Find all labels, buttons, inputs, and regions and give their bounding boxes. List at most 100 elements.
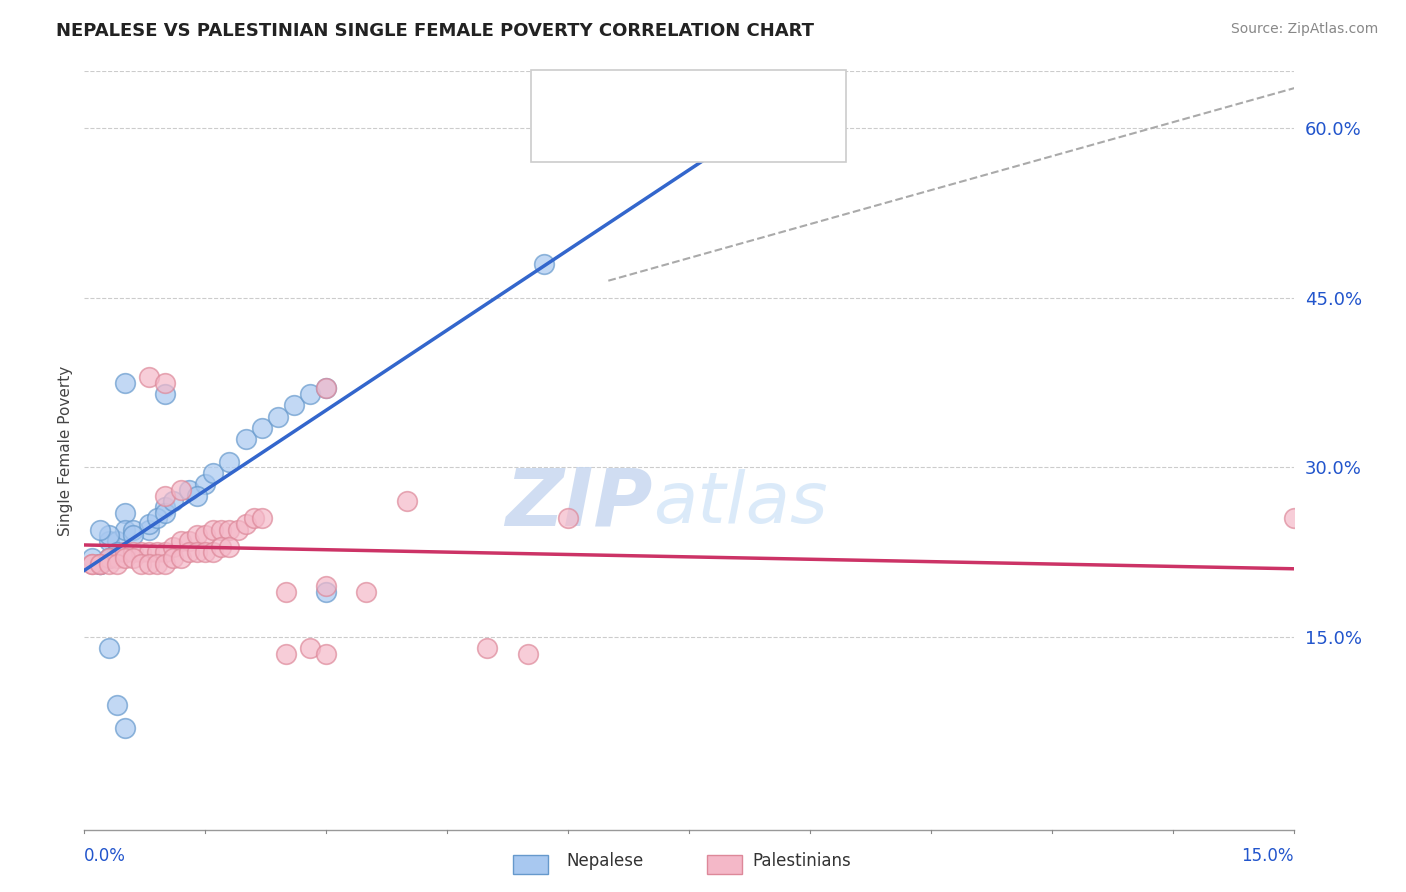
Text: 55: 55 bbox=[748, 126, 773, 144]
Point bbox=[186, 489, 208, 503]
Point bbox=[121, 545, 143, 559]
Text: Source: ZipAtlas.com: Source: ZipAtlas.com bbox=[1230, 22, 1378, 37]
Point bbox=[89, 557, 111, 571]
Point bbox=[274, 585, 297, 599]
Point bbox=[186, 545, 208, 559]
Point bbox=[153, 506, 176, 520]
Point bbox=[557, 511, 579, 525]
Point bbox=[202, 466, 225, 480]
Point bbox=[114, 545, 136, 559]
Point bbox=[129, 545, 152, 559]
Point bbox=[194, 477, 217, 491]
Point bbox=[146, 557, 169, 571]
Point bbox=[121, 528, 143, 542]
Text: R =: R = bbox=[592, 126, 630, 144]
Text: NEPALESE VS PALESTINIAN SINGLE FEMALE POVERTY CORRELATION CHART: NEPALESE VS PALESTINIAN SINGLE FEMALE PO… bbox=[56, 22, 814, 40]
Point bbox=[315, 579, 337, 593]
Point bbox=[533, 257, 555, 271]
Point bbox=[129, 557, 152, 571]
Point bbox=[299, 387, 322, 401]
Point bbox=[315, 381, 337, 395]
Text: 39: 39 bbox=[748, 87, 773, 105]
Point bbox=[250, 421, 273, 435]
Point bbox=[218, 455, 240, 469]
Point bbox=[146, 545, 169, 559]
Point bbox=[315, 585, 337, 599]
Point bbox=[82, 551, 104, 566]
Text: N =: N = bbox=[713, 87, 752, 105]
Point bbox=[179, 533, 201, 548]
Point bbox=[138, 370, 160, 384]
Point bbox=[82, 557, 104, 571]
Point bbox=[114, 376, 136, 390]
Point bbox=[105, 557, 128, 571]
Point bbox=[138, 545, 160, 559]
FancyBboxPatch shape bbox=[456, 94, 671, 176]
Point bbox=[170, 551, 193, 566]
Point bbox=[138, 516, 160, 531]
Point bbox=[89, 557, 111, 571]
Point bbox=[97, 551, 120, 566]
Point bbox=[153, 557, 176, 571]
Point bbox=[162, 494, 184, 508]
Point bbox=[315, 381, 337, 395]
Point bbox=[153, 376, 176, 390]
FancyBboxPatch shape bbox=[456, 55, 671, 137]
Text: 0.575: 0.575 bbox=[630, 87, 682, 105]
Point bbox=[179, 545, 201, 559]
Point bbox=[82, 557, 104, 571]
Point bbox=[97, 641, 120, 656]
Point bbox=[194, 528, 217, 542]
Point bbox=[97, 557, 120, 571]
Point bbox=[179, 483, 201, 497]
Point bbox=[97, 551, 120, 566]
Point bbox=[153, 489, 176, 503]
Y-axis label: Single Female Poverty: Single Female Poverty bbox=[58, 366, 73, 535]
Point bbox=[105, 533, 128, 548]
Point bbox=[114, 551, 136, 566]
Point bbox=[105, 545, 128, 559]
Point bbox=[209, 523, 232, 537]
Text: N =: N = bbox=[713, 126, 752, 144]
Point bbox=[97, 551, 120, 566]
Text: 0.034: 0.034 bbox=[630, 126, 681, 144]
Point bbox=[194, 545, 217, 559]
Point bbox=[209, 540, 232, 554]
Point bbox=[299, 641, 322, 656]
Point bbox=[202, 545, 225, 559]
Text: R =: R = bbox=[592, 87, 630, 105]
Point bbox=[395, 494, 418, 508]
Point bbox=[477, 641, 499, 656]
Point bbox=[250, 511, 273, 525]
Point bbox=[226, 523, 249, 537]
Point bbox=[162, 551, 184, 566]
Point bbox=[274, 647, 297, 661]
Text: 15.0%: 15.0% bbox=[1241, 847, 1294, 864]
Point bbox=[235, 432, 257, 446]
Text: Palestinians: Palestinians bbox=[752, 852, 851, 870]
Point bbox=[170, 483, 193, 497]
Point bbox=[267, 409, 290, 424]
Point bbox=[89, 557, 111, 571]
Point bbox=[153, 500, 176, 514]
Point bbox=[114, 545, 136, 559]
Point bbox=[516, 647, 538, 661]
Point bbox=[218, 523, 240, 537]
Point bbox=[153, 545, 176, 559]
Point bbox=[97, 528, 120, 542]
Text: ZIP: ZIP bbox=[505, 465, 652, 542]
Point bbox=[146, 511, 169, 525]
Point bbox=[356, 585, 378, 599]
Point bbox=[218, 540, 240, 554]
Point bbox=[283, 398, 305, 412]
Text: Nepalese: Nepalese bbox=[567, 852, 643, 870]
Point bbox=[170, 533, 193, 548]
Point bbox=[138, 557, 160, 571]
Point bbox=[89, 523, 111, 537]
Point bbox=[162, 540, 184, 554]
Point bbox=[315, 647, 337, 661]
Point bbox=[235, 516, 257, 531]
Point bbox=[114, 506, 136, 520]
Point bbox=[153, 387, 176, 401]
Point bbox=[105, 698, 128, 712]
